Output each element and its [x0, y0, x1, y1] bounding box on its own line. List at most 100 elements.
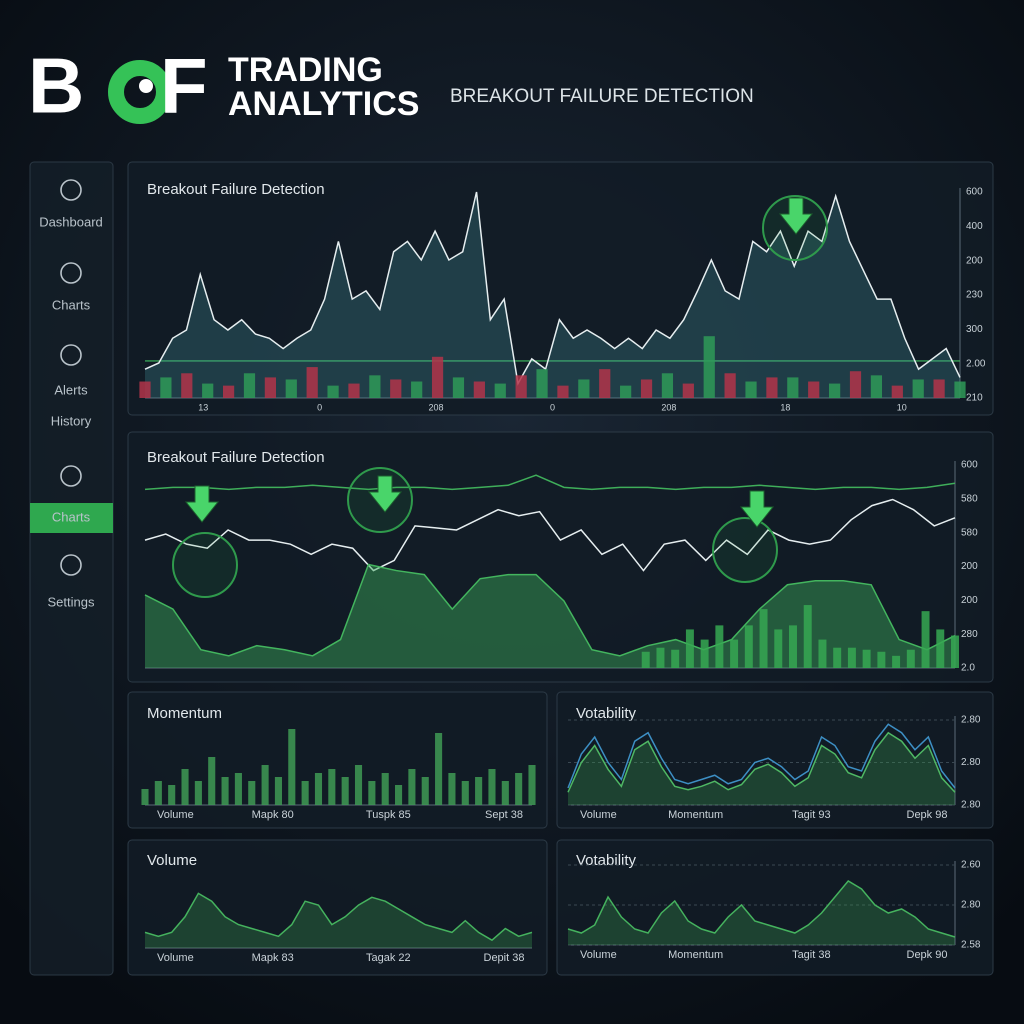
- y-label: 2.80: [961, 715, 981, 726]
- bar: [557, 385, 569, 398]
- bar: [833, 647, 842, 668]
- panel: Votability 2.60 2.80 2.58 Volume Momentum Tagi…: [556, 839, 994, 976]
- panel-title: Breakout Failure Detection: [147, 181, 325, 198]
- bar: [234, 773, 242, 805]
- bar: [891, 385, 903, 398]
- bar: [139, 381, 151, 398]
- panel: Breakout Failure Detection 600 400 200 230 30…: [127, 161, 994, 416]
- bar: [641, 651, 650, 668]
- bar: [473, 381, 485, 398]
- nav-item[interactable]: Dashboard: [39, 214, 103, 229]
- bar: [661, 373, 674, 398]
- bar: [261, 765, 269, 805]
- y-label: 2.0: [961, 663, 975, 674]
- bar: [348, 383, 360, 398]
- nav-item[interactable]: Alerts: [54, 382, 88, 397]
- y-label: 230: [966, 290, 983, 301]
- bar: [264, 377, 276, 398]
- y-label: 200: [961, 561, 978, 572]
- bar: [341, 777, 349, 805]
- x-label: Tagak 22: [366, 952, 411, 964]
- subtitle: BREAKOUT FAILURE DETECTION: [450, 86, 754, 107]
- bar: [160, 377, 172, 398]
- bar: [849, 371, 862, 398]
- bar: [435, 733, 443, 805]
- x-label: 208: [429, 402, 444, 412]
- alert-ring: [172, 532, 238, 598]
- bar: [501, 781, 509, 805]
- x-label: Tagit 38: [792, 949, 831, 961]
- x-label: Momentum: [668, 949, 723, 961]
- bar: [700, 639, 709, 668]
- y-label: 200: [961, 595, 978, 606]
- bar: [774, 629, 783, 668]
- panel-frame: [127, 161, 994, 416]
- y-label: 2.00: [966, 358, 986, 369]
- bar: [671, 649, 680, 668]
- bar: [390, 379, 402, 398]
- bar: [181, 373, 193, 398]
- bar: [829, 383, 841, 398]
- y-label: 600: [966, 187, 983, 198]
- y-label: 300: [966, 324, 983, 335]
- area: [568, 881, 955, 945]
- logo-ring: [108, 60, 172, 124]
- bar: [494, 383, 506, 398]
- y-label: 400: [966, 221, 983, 232]
- line: [144, 474, 956, 491]
- bar: [640, 379, 653, 398]
- x-label: Volume: [157, 952, 194, 964]
- x-label: 0: [317, 402, 322, 412]
- y-label: 200: [966, 255, 983, 266]
- bar: [847, 647, 856, 668]
- bar: [222, 385, 235, 398]
- x-label: 18: [780, 402, 790, 412]
- alert-ring: [712, 517, 778, 583]
- bar: [141, 789, 149, 805]
- bar: [431, 356, 444, 398]
- bar: [951, 635, 959, 668]
- nav-item[interactable]: Charts: [52, 297, 91, 312]
- line: [567, 723, 956, 789]
- panel-frame: [127, 691, 548, 829]
- bar: [301, 781, 309, 805]
- nav-icon: [60, 262, 82, 284]
- bar: [715, 625, 724, 668]
- alert-arrow: [184, 485, 220, 523]
- line: [144, 191, 961, 386]
- x-label: Depk 98: [907, 809, 948, 821]
- bar: [354, 765, 363, 805]
- panel-title: Volume: [147, 852, 197, 869]
- bar: [528, 765, 536, 805]
- bar: [411, 381, 423, 398]
- bar: [314, 773, 323, 805]
- panel-title: Votability: [576, 852, 637, 869]
- x-label: Volume: [157, 809, 194, 821]
- bar: [221, 777, 229, 805]
- nav-item[interactable]: Charts: [52, 509, 91, 524]
- panel: Breakout Failure Detection 600 580 580 200 20…: [127, 431, 994, 683]
- bar: [306, 367, 318, 398]
- panels: Breakout Failure Detection 600 400 200 230 30…: [127, 161, 994, 976]
- bar: [452, 377, 465, 398]
- nav-item[interactable]: Settings: [48, 594, 95, 609]
- bar: [168, 785, 176, 805]
- y-label: 280: [961, 629, 978, 640]
- bar: [892, 655, 901, 668]
- bar: [274, 777, 282, 805]
- panel-title: Momentum: [147, 705, 222, 722]
- panel: Momentum Volume Mapk 80 Tuspk 85 Sept 38: [127, 691, 548, 829]
- bar: [194, 781, 202, 805]
- bar: [703, 336, 715, 398]
- nav-item[interactable]: History: [51, 413, 92, 428]
- panel-title: Votability: [576, 705, 637, 722]
- x-label: Volume: [580, 949, 617, 961]
- bar: [288, 729, 296, 805]
- bar: [181, 769, 189, 805]
- bar: [912, 379, 924, 398]
- x-label: Depit 38: [484, 952, 525, 964]
- bar: [787, 377, 799, 398]
- bar: [461, 781, 469, 805]
- bar: [208, 757, 216, 805]
- bar: [515, 375, 527, 398]
